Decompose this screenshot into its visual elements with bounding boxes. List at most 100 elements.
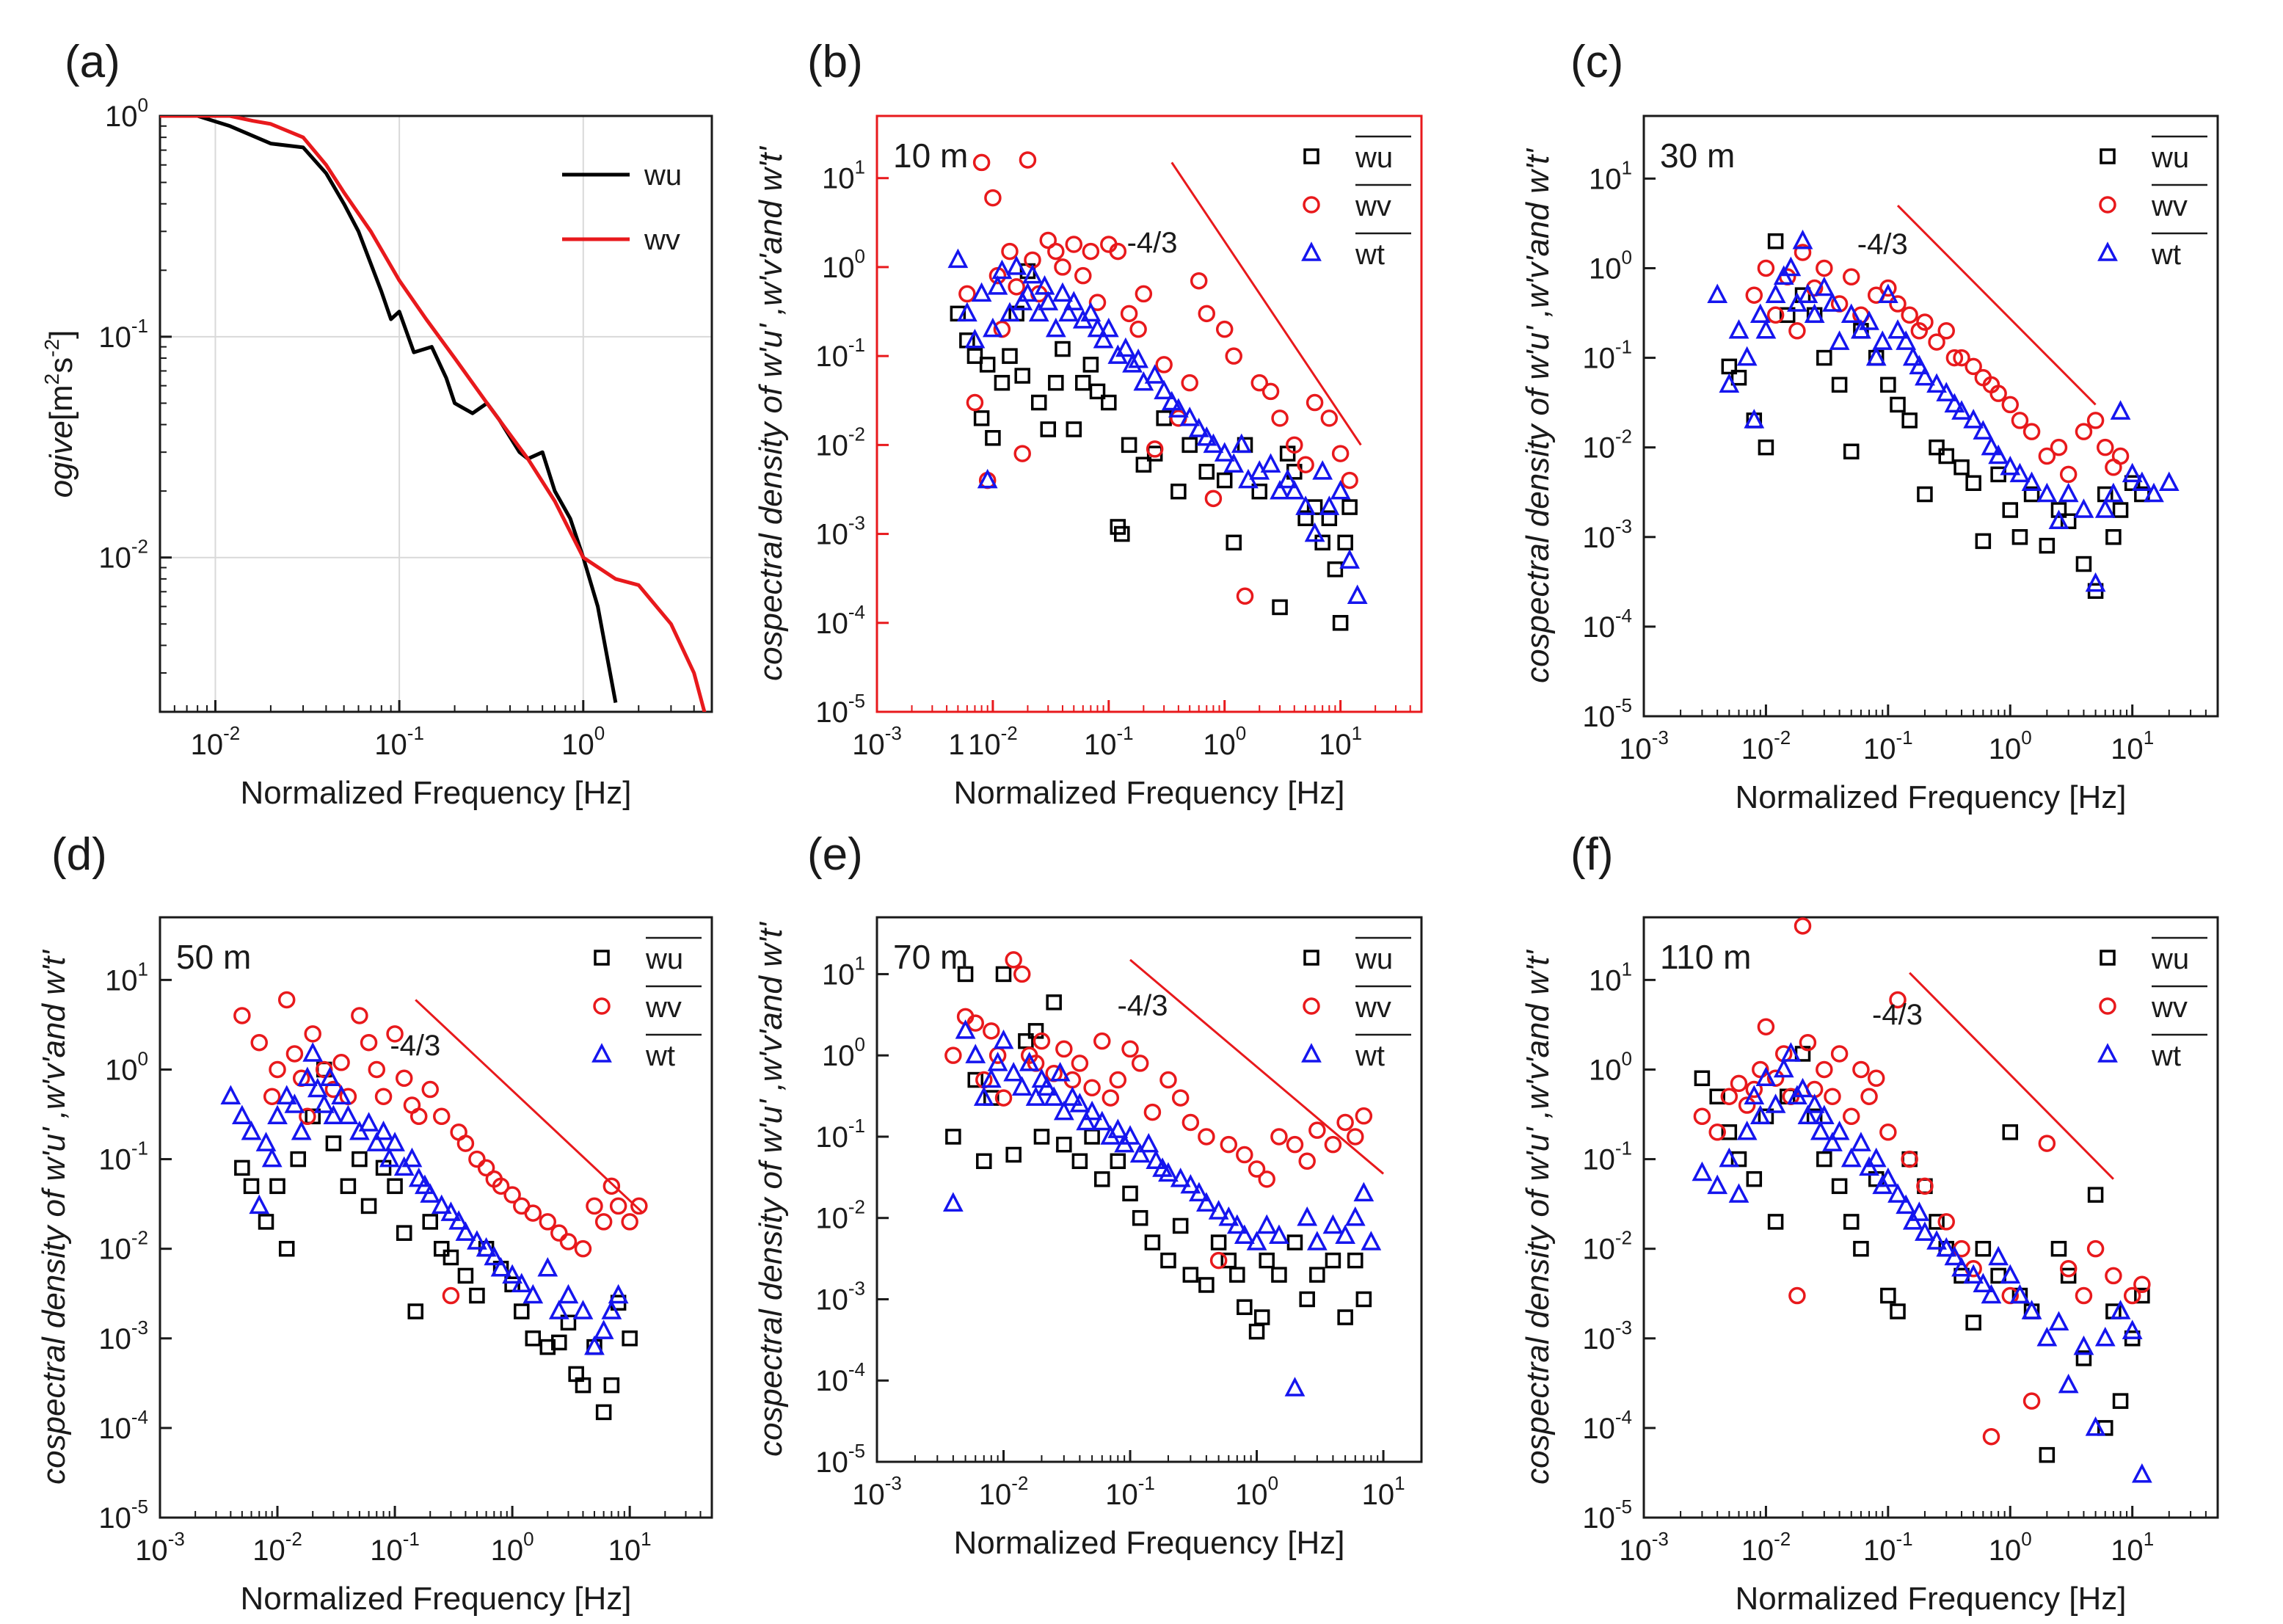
point-wt [965, 1044, 986, 1063]
point-wv [1236, 1146, 1253, 1164]
point-wu [1110, 1153, 1126, 1170]
point-wt [1810, 1121, 1831, 1140]
point-wv [594, 1213, 613, 1231]
y-tick-label: 10-4 [1582, 605, 1632, 644]
point-wu [1040, 421, 1056, 437]
y-tick-label: 10-1 [1582, 336, 1632, 375]
point-wv [1693, 1107, 1711, 1126]
point-wt [1335, 1224, 1356, 1245]
point-wv [503, 1186, 521, 1204]
x-tick-label: 10-2 [968, 722, 1018, 761]
point-wu [2002, 1124, 2019, 1140]
point-wu [1082, 357, 1099, 373]
point-wu [278, 1240, 295, 1257]
point-wu [2050, 502, 2067, 518]
point-wu [2039, 1446, 2056, 1463]
point-wv [539, 1213, 557, 1231]
point-wt [1765, 1093, 1786, 1113]
point-wt [1122, 353, 1143, 373]
legend: wu wv wt [1301, 936, 1411, 1072]
x-tick-label: 10-3 [1619, 727, 1669, 765]
point-wt [255, 1132, 277, 1151]
point-wt [1003, 1061, 1024, 1082]
point-wv [1816, 259, 1833, 277]
point-wu [2105, 529, 2122, 545]
point-wv [1794, 917, 1812, 935]
y-tick-label: 101 [1589, 958, 1632, 997]
point-wt [1295, 495, 1316, 515]
point-wt [1749, 1104, 1771, 1125]
y-tick-label: 10-1 [98, 1137, 148, 1176]
point-wt [1058, 302, 1079, 322]
point-wv [1033, 1032, 1051, 1050]
point-wu [396, 1225, 412, 1241]
point-wt [1231, 433, 1252, 454]
point-wt [1053, 1100, 1074, 1121]
series-wt [942, 1019, 1382, 1397]
point-wu [1309, 1267, 1325, 1283]
panel-tag-b: (b) [807, 37, 863, 87]
point-wu [1779, 307, 1796, 324]
point-wt [261, 1147, 283, 1168]
point-wv [442, 1286, 460, 1305]
legend-label-wt: wt [645, 1040, 675, 1072]
point-wt [537, 1256, 558, 1277]
point-wt [947, 248, 969, 269]
legend: wu wv [562, 159, 682, 256]
point-wt [1158, 1162, 1179, 1182]
point-wt [1744, 1085, 1765, 1104]
point-wu [1758, 439, 1774, 456]
point-wv [1910, 322, 1929, 340]
point-wv [1989, 385, 2007, 402]
y-tick-label: 10-5 [1582, 1496, 1632, 1534]
point-wt [1115, 337, 1136, 357]
x-axis-label: Normalized Frequency [Hz] [953, 775, 1344, 811]
point-wt [955, 1019, 976, 1039]
point-wv [1082, 242, 1100, 261]
point-wu [2097, 1420, 2113, 1436]
point-wu [1220, 1252, 1237, 1269]
point-wu [1337, 534, 1353, 551]
x-tick-label: 10-2 [1741, 727, 1791, 765]
point-wu [1314, 534, 1330, 551]
point-wv [1286, 1135, 1304, 1154]
point-wv [1019, 151, 1037, 169]
point-wt [1319, 495, 1340, 515]
point-wt [1896, 1194, 1917, 1215]
point-wv [574, 1239, 592, 1258]
point-wv [1209, 1251, 1228, 1270]
point-wt [1196, 1192, 1217, 1212]
point-wu [1075, 374, 1091, 391]
point-wv [1055, 1040, 1073, 1058]
point-wv [1788, 322, 1806, 340]
point-wt [1792, 229, 1813, 250]
point-wu [1890, 396, 1906, 413]
point-wu [1694, 1070, 1711, 1087]
point-wt [1260, 453, 1281, 473]
point-wt [1877, 1167, 1898, 1187]
point-wv [1159, 1071, 1177, 1089]
point-wv [2075, 423, 2093, 440]
point-wv [524, 1204, 542, 1222]
point-wt [1284, 1377, 1306, 1397]
panel-tag-c: (c) [1570, 37, 1623, 87]
point-wt [2131, 471, 2152, 492]
point-wt [1312, 460, 1333, 480]
point-wv [1129, 320, 1147, 338]
point-wu [595, 1404, 612, 1421]
point-wt [1144, 364, 1165, 384]
point-wv [1965, 357, 1982, 376]
point-wt [2085, 1416, 2106, 1436]
y-tick-label: 101 [822, 952, 865, 991]
point-wu [1156, 410, 1172, 426]
series-wt [947, 248, 1368, 605]
point-wt [1797, 283, 1818, 303]
point-wv [456, 1135, 475, 1152]
point-wv [299, 1107, 316, 1126]
point-wv [1308, 1121, 1326, 1139]
point-wt [467, 1230, 487, 1250]
point-wt [502, 1264, 522, 1284]
y-tick-label: 101 [105, 958, 148, 997]
point-wv [958, 285, 976, 303]
